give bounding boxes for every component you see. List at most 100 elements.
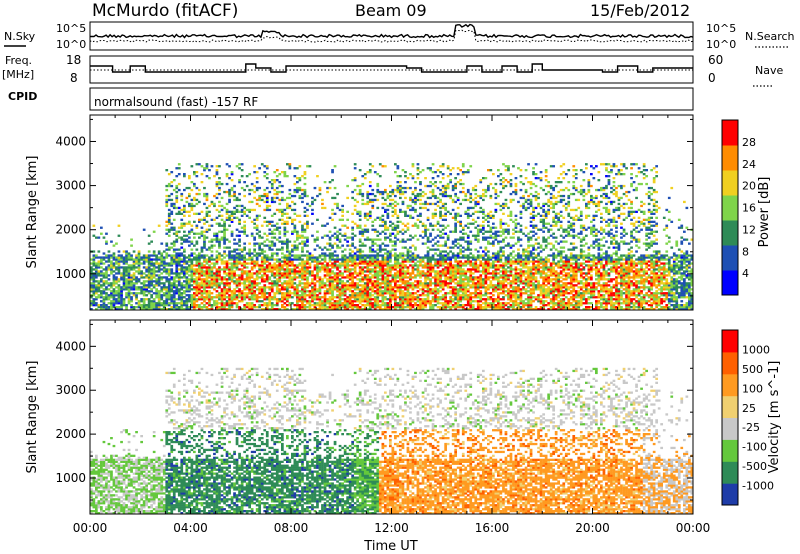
- power-cell: [150, 240, 154, 243]
- power-cell: [278, 274, 282, 277]
- power-cell: [160, 282, 164, 285]
- power-cell: [245, 302, 249, 305]
- power-cell: [120, 302, 123, 305]
- power-cell: [175, 200, 179, 204]
- power-cell: [233, 256, 236, 259]
- power-cell: [105, 240, 108, 243]
- power-cell: [190, 268, 194, 271]
- power-cell: [130, 304, 133, 307]
- power-cell: [434, 294, 437, 297]
- power-cell: [177, 276, 181, 279]
- power-cell: [238, 179, 241, 182]
- power-cell: [436, 204, 440, 208]
- power-cell: [235, 198, 239, 202]
- power-cell: [253, 290, 257, 293]
- power-cell: [366, 288, 370, 291]
- power-cell: [157, 258, 161, 261]
- power-cell: [373, 272, 377, 275]
- power-cell: [130, 288, 133, 291]
- power-cell: [306, 280, 309, 283]
- power-cell: [183, 248, 186, 251]
- power-cell: [461, 256, 465, 259]
- power-cell: [230, 292, 234, 295]
- power-cell: [366, 264, 370, 267]
- power-cell: [225, 290, 229, 293]
- power-cell: [147, 282, 151, 285]
- power-cell: [316, 272, 319, 275]
- power-cell: [275, 278, 279, 281]
- power-cell: [464, 278, 468, 281]
- power-cell: [386, 268, 390, 271]
- power-cell: [155, 282, 159, 285]
- power-cell: [250, 256, 254, 259]
- power-cell: [132, 308, 136, 311]
- power-cell: [361, 234, 365, 237]
- power-cell: [225, 284, 229, 287]
- power-cell: [238, 240, 241, 243]
- power-cell: [456, 262, 460, 265]
- power-cell: [223, 240, 226, 243]
- power-cell: [258, 266, 262, 269]
- power-cell: [225, 254, 229, 257]
- power-cell: [102, 306, 106, 309]
- power-cell: [376, 292, 380, 295]
- power-cell: [243, 266, 247, 269]
- power-cell: [421, 270, 425, 273]
- power-cell: [268, 262, 272, 265]
- power-cell: [243, 258, 247, 261]
- power-cell: [245, 284, 249, 287]
- power-cell: [117, 280, 121, 283]
- power-cell: [215, 236, 219, 239]
- power-cell: [140, 262, 144, 265]
- power-cell: [200, 268, 204, 271]
- power-cell: [200, 262, 204, 265]
- power-cell: [220, 268, 224, 271]
- power-cell: [188, 202, 191, 206]
- power-cell: [273, 224, 277, 227]
- power-cell: [353, 268, 357, 271]
- power-cell: [205, 260, 209, 263]
- power-cell: [122, 250, 126, 253]
- power-cell: [218, 302, 221, 305]
- power-cell: [177, 206, 181, 210]
- power-cell: [426, 258, 430, 261]
- power-cell: [356, 304, 360, 307]
- freq-label-1: Freq.: [5, 54, 32, 67]
- power-cell: [454, 304, 458, 307]
- power-cell: [223, 232, 226, 235]
- power-cell: [125, 306, 128, 309]
- power-cell: [233, 192, 236, 196]
- power-cell: [263, 194, 267, 198]
- power-cell: [406, 294, 410, 297]
- power-cell: [185, 238, 189, 241]
- power-cell: [431, 248, 435, 251]
- power-cell: [180, 304, 184, 307]
- power-cell: [220, 292, 224, 295]
- power-cell: [298, 272, 302, 275]
- power-cell: [250, 268, 254, 271]
- power-cell: [225, 202, 229, 206]
- power-cell: [343, 288, 347, 291]
- power-cell: [270, 184, 274, 188]
- power-cell: [368, 278, 372, 281]
- power-cell: [230, 258, 234, 261]
- power-cell: [183, 240, 186, 243]
- power-cell: [225, 238, 229, 241]
- power-cell: [105, 272, 108, 275]
- power-cell: [167, 290, 171, 293]
- power-cell: [471, 284, 475, 287]
- power-cell: [167, 278, 171, 281]
- power-cell: [135, 276, 138, 279]
- power-cell: [343, 254, 347, 257]
- power-cell: [125, 296, 128, 299]
- power-cell: [346, 258, 350, 261]
- power-cell: [406, 282, 410, 285]
- power-cell: [451, 286, 455, 289]
- power-cell: [366, 200, 370, 204]
- power-cell: [175, 198, 179, 202]
- power-cell: [258, 236, 262, 239]
- power-cell: [353, 262, 357, 265]
- power-cell: [135, 278, 138, 281]
- power-cell: [464, 264, 468, 267]
- power-cell: [451, 264, 455, 267]
